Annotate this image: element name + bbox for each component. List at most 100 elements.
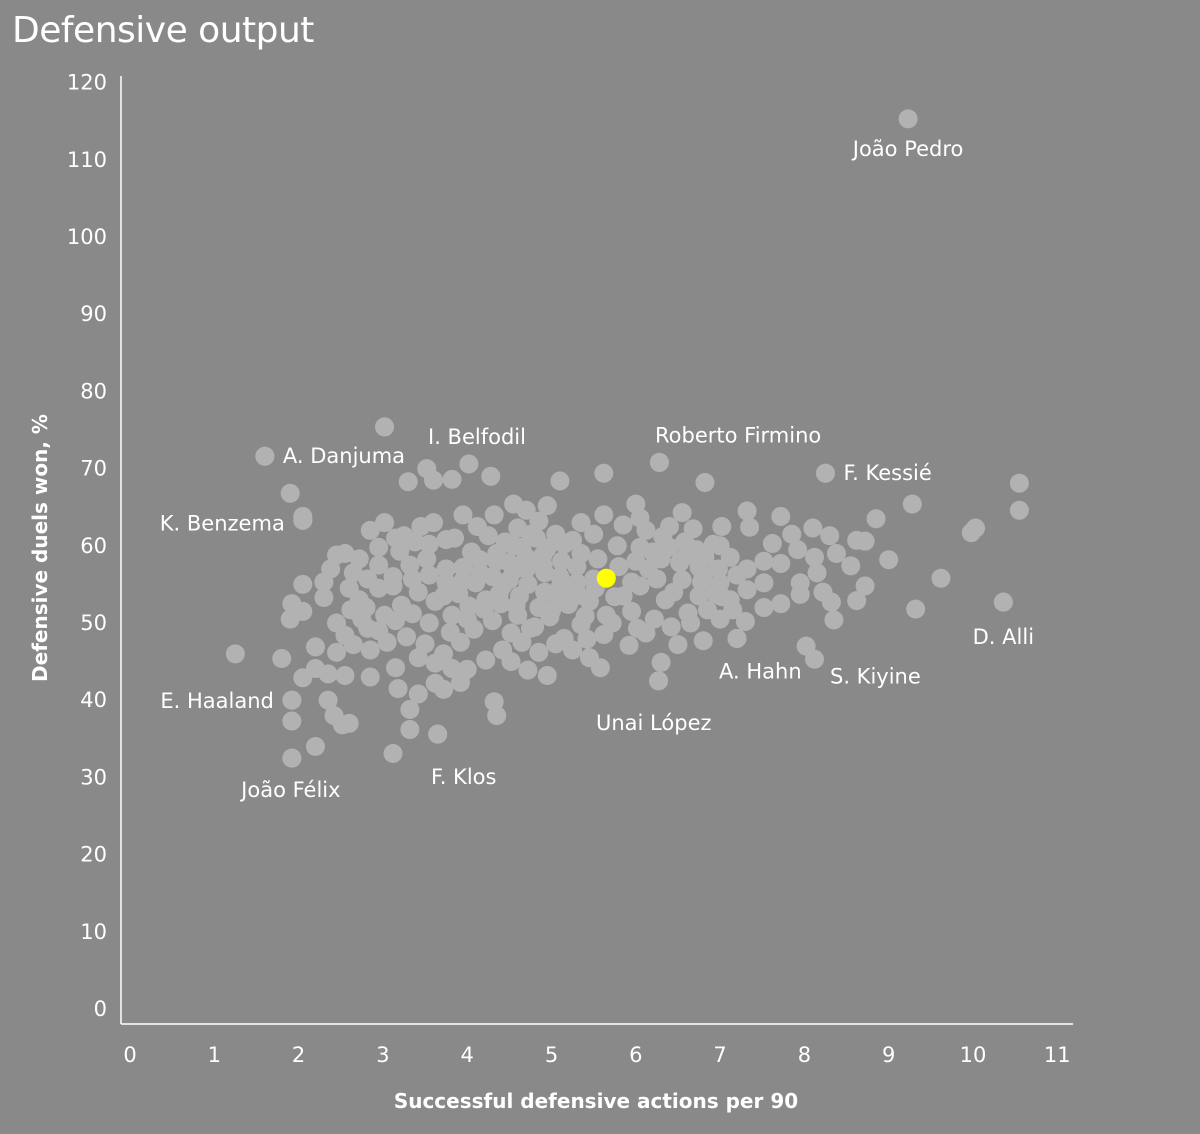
- y-tick-label: 120: [67, 71, 107, 95]
- data-point: [332, 715, 352, 735]
- data-point: [369, 537, 389, 557]
- x-tick-label: 11: [1044, 1043, 1071, 1067]
- data-point: [466, 573, 486, 593]
- data-point: [375, 513, 395, 533]
- data-point: [782, 524, 802, 544]
- data-point: [596, 605, 616, 625]
- data-point: [879, 550, 899, 570]
- data-point: [866, 509, 886, 529]
- labeled-data-point: [727, 628, 747, 648]
- labeled-data-point: [649, 452, 669, 472]
- data-point: [506, 596, 526, 616]
- data-point: [813, 582, 833, 602]
- data-point: [440, 622, 460, 642]
- y-tick-label: 110: [67, 148, 107, 172]
- data-point: [575, 606, 595, 626]
- labeled-data-point: [428, 724, 448, 744]
- data-point: [546, 634, 566, 654]
- data-point: [966, 518, 986, 538]
- x-tick-label: 8: [798, 1043, 811, 1067]
- y-tick-label: 80: [80, 379, 107, 403]
- y-axis-label: Defensive duels won, %: [28, 414, 52, 682]
- x-tick-label: 3: [376, 1043, 389, 1067]
- data-point: [327, 642, 347, 662]
- data-point: [360, 667, 380, 687]
- data-point: [720, 547, 740, 567]
- data-point: [489, 584, 509, 604]
- data-point: [584, 524, 604, 544]
- data-point: [478, 526, 498, 546]
- labeled-data-point: [805, 649, 825, 669]
- point-annotation: F. Klos: [431, 765, 496, 789]
- data-point: [537, 665, 557, 685]
- data-point: [737, 580, 757, 600]
- x-axis-label: Successful defensive actions per 90: [394, 1089, 798, 1113]
- data-point: [668, 635, 688, 655]
- point-annotation: A. Hahn: [719, 659, 802, 683]
- data-point: [386, 658, 406, 678]
- highlighted-point: [596, 568, 616, 588]
- x-tick-label: 5: [545, 1043, 558, 1067]
- data-point: [594, 463, 614, 483]
- x-tick-label: 7: [713, 1043, 726, 1067]
- x-tick-label: 2: [292, 1043, 305, 1067]
- data-point: [693, 631, 713, 651]
- data-point: [762, 533, 782, 553]
- data-point: [550, 577, 570, 597]
- data-point: [397, 627, 417, 647]
- data-point: [280, 483, 300, 503]
- data-point: [902, 494, 922, 514]
- data-point: [335, 665, 355, 685]
- data-point: [408, 648, 428, 668]
- point-annotation: E. Haaland: [160, 689, 274, 713]
- data-point: [790, 573, 810, 593]
- data-point: [660, 537, 680, 557]
- data-point: [360, 520, 380, 540]
- data-point: [449, 584, 469, 604]
- labeled-data-point: [375, 417, 395, 437]
- data-point: [499, 570, 519, 590]
- point-annotation: Roberto Firmino: [655, 423, 821, 447]
- data-point: [318, 690, 338, 710]
- data-point: [661, 617, 681, 637]
- data-point: [402, 604, 422, 624]
- data-point: [672, 570, 692, 590]
- data-point: [356, 598, 376, 618]
- data-point: [272, 649, 292, 669]
- data-point: [383, 743, 403, 763]
- data-point: [442, 469, 462, 489]
- data-point: [493, 640, 513, 660]
- data-point: [643, 542, 663, 562]
- data-point: [644, 609, 664, 629]
- data-point: [436, 559, 456, 579]
- data-point: [512, 632, 532, 652]
- data-point: [525, 617, 545, 637]
- point-annotation: K. Benzema: [160, 511, 285, 535]
- data-point: [400, 699, 420, 719]
- data-point: [703, 534, 723, 554]
- data-point: [737, 501, 757, 521]
- data-point: [436, 573, 456, 593]
- y-tick-label: 90: [80, 302, 107, 326]
- data-point: [651, 652, 671, 672]
- data-point: [474, 599, 494, 619]
- data-point: [360, 640, 380, 660]
- data-point: [697, 600, 717, 620]
- point-annotation: Unai López: [596, 711, 712, 735]
- data-point: [419, 565, 439, 585]
- data-point: [487, 544, 507, 564]
- data-point: [735, 611, 755, 631]
- data-point: [820, 526, 840, 546]
- x-tick-label: 1: [208, 1043, 221, 1067]
- data-point: [293, 574, 313, 594]
- data-point: [419, 613, 439, 633]
- data-point: [470, 550, 490, 570]
- data-point: [459, 454, 479, 474]
- data-point: [630, 576, 650, 596]
- data-point: [754, 551, 774, 571]
- data-point: [613, 515, 633, 535]
- data-point: [626, 551, 646, 571]
- data-point: [723, 600, 743, 620]
- data-point: [706, 584, 726, 604]
- data-point: [405, 532, 425, 552]
